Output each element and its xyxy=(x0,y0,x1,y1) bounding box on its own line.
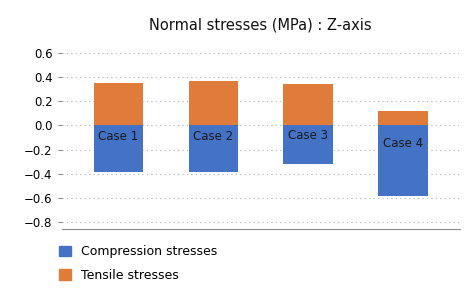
Bar xyxy=(283,125,333,164)
Bar xyxy=(283,84,333,125)
Legend: Tensile stresses: Tensile stresses xyxy=(54,264,184,287)
Bar xyxy=(189,125,238,171)
Text: Case 4: Case 4 xyxy=(383,137,423,149)
Title: Normal stresses (MPa) : Z-axis: Normal stresses (MPa) : Z-axis xyxy=(149,18,372,33)
Text: Case 2: Case 2 xyxy=(193,130,233,144)
Text: Case 3: Case 3 xyxy=(288,129,328,142)
Legend: Compression stresses: Compression stresses xyxy=(54,240,222,263)
Bar xyxy=(378,125,428,196)
Bar xyxy=(189,81,238,125)
Bar xyxy=(94,125,143,171)
Bar xyxy=(94,83,143,125)
Bar xyxy=(378,111,428,125)
Text: Case 1: Case 1 xyxy=(99,130,138,144)
